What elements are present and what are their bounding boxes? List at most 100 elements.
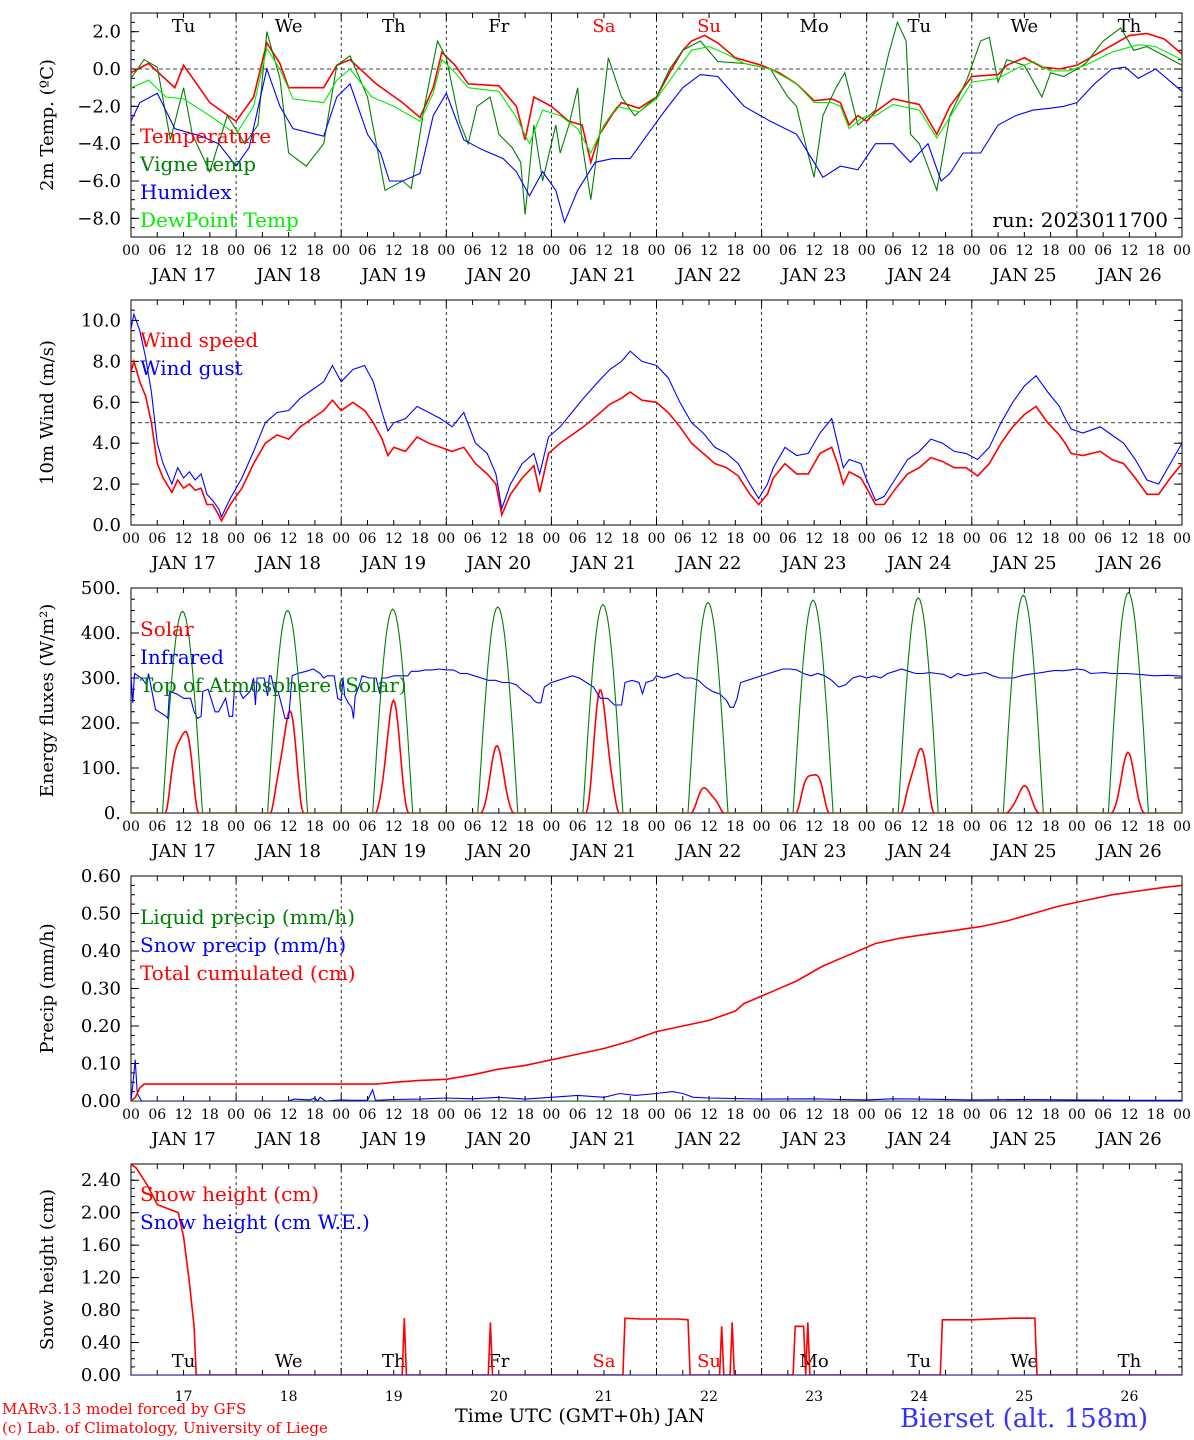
series-line-wind-speed (131, 358, 1182, 523)
y-tick-label: 200. (81, 713, 121, 734)
panel-2: 10.0 8.0 6.0 4.0 2.0 0.0 10m Wind (m/s) 00 06 12 1… (37, 299, 1191, 574)
day-label: JAN 21 (570, 265, 637, 286)
hour-tick-label: 12 (700, 243, 718, 259)
day-label: JAN 21 (570, 841, 637, 862)
day-label: JAN 22 (675, 1129, 742, 1150)
y-tick-label: 10.0 (81, 310, 121, 331)
y-tick-label: 0. (104, 803, 121, 824)
hour-tick-label: 06 (1094, 1107, 1112, 1123)
hour-tick-label: 12 (385, 1107, 403, 1123)
station-label: Bierset (alt. 158m) (900, 1404, 1149, 1434)
weekday-label: Sa (592, 16, 615, 37)
day-label: JAN 17 (149, 1129, 216, 1150)
hour-tick-label: 18 (201, 819, 219, 835)
y-tick-label: 400. (81, 623, 121, 644)
hour-tick-label: 00 (753, 1107, 771, 1123)
hour-tick-label: 00 (227, 819, 245, 835)
hour-tick-label: 00 (332, 531, 350, 547)
hour-tick-label: 12 (1015, 243, 1033, 259)
hour-tick-label: 00 (648, 819, 666, 835)
series-line-wind-gust (131, 312, 1182, 519)
hour-tick-label: 00 (1068, 531, 1086, 547)
weekday-label: We (275, 16, 303, 37)
y-tick-label: 2.0 (92, 22, 121, 43)
legend-entry: Snow height (cm) (140, 1182, 319, 1206)
legend-entry: Solar (140, 617, 194, 641)
hour-tick-label: 06 (148, 1107, 166, 1123)
hour-tick-label: 18 (306, 243, 324, 259)
hour-tick-label: 00 (1173, 1107, 1191, 1123)
hour-tick-label: 18 (937, 243, 955, 259)
hour-tick-label: 18 (516, 1107, 534, 1123)
hour-tick-label: 06 (674, 531, 692, 547)
series-line-snow-height-cm- (131, 1164, 1182, 1375)
hour-tick-label: 12 (490, 819, 508, 835)
weekday-label: Fr (488, 1351, 509, 1372)
y-axis-label: 10m Wind (m/s) (37, 340, 58, 485)
hour-tick-label: 00 (963, 531, 981, 547)
hour-tick-label: 00 (963, 243, 981, 259)
hour-tick-label: 06 (569, 819, 587, 835)
series-line-total-cumulated-cm- (131, 884, 1182, 1101)
hour-tick-label: 18 (411, 531, 429, 547)
day-number-label: 17 (175, 1389, 193, 1405)
hour-tick-label: 18 (1042, 819, 1060, 835)
weekday-label: Tu (172, 1351, 196, 1372)
hour-tick-label: 06 (1094, 243, 1112, 259)
y-tick-label: 0.50 (81, 904, 121, 925)
y-tick-label: 300. (81, 668, 121, 689)
day-number-label: 19 (385, 1389, 403, 1405)
hour-tick-label: 18 (621, 819, 639, 835)
day-label: JAN 22 (675, 841, 742, 862)
legend-entry: Snow precip (mm/h) (140, 933, 346, 957)
time-axis-label: Time UTC (GMT+0h) JAN (455, 1405, 705, 1427)
day-label: JAN 19 (359, 841, 426, 862)
day-label: JAN 19 (359, 1129, 426, 1150)
hour-tick-label: 06 (148, 819, 166, 835)
hour-tick-label: 18 (726, 531, 744, 547)
hour-tick-label: 00 (122, 819, 140, 835)
day-label: JAN 18 (254, 1129, 321, 1150)
panel-1: 2.0 0.0 −2.0 −4.0 −6.0 −8.0 2m Temp. (ºC) 00 06 1… (37, 12, 1191, 286)
weekday-label: Mo (800, 16, 829, 37)
y-axis-label: Precip (mm/h) (37, 923, 58, 1053)
day-label: JAN 22 (675, 265, 742, 286)
hour-tick-label: 00 (858, 531, 876, 547)
series-line-top-of-atmosphere-solar- (131, 591, 1182, 813)
hour-tick-label: 00 (648, 531, 666, 547)
weekday-label: Sa (592, 1351, 615, 1372)
y-tick-label: 2.0 (92, 474, 121, 495)
hour-tick-label: 00 (122, 243, 140, 259)
hour-tick-label: 12 (280, 531, 298, 547)
hour-tick-label: 06 (989, 1107, 1007, 1123)
hour-tick-label: 18 (1147, 1107, 1165, 1123)
legend-entry: Vigne temp (139, 152, 256, 176)
y-tick-label: 0.20 (81, 1016, 121, 1037)
hour-tick-label: 06 (779, 531, 797, 547)
day-number-label: 26 (1121, 1389, 1139, 1405)
legend-entry: Temperature (140, 124, 271, 148)
hour-tick-label: 06 (359, 819, 377, 835)
hour-tick-label: 06 (253, 243, 271, 259)
day-number-label: 18 (280, 1389, 298, 1405)
day-number-label: 22 (700, 1389, 718, 1405)
y-tick-label: 100. (81, 758, 121, 779)
hour-tick-label: 06 (569, 1107, 587, 1123)
hour-tick-label: 12 (385, 243, 403, 259)
hour-tick-label: 18 (201, 531, 219, 547)
hour-tick-label: 18 (411, 243, 429, 259)
hour-tick-label: 18 (411, 1107, 429, 1123)
hour-tick-label: 18 (832, 243, 850, 259)
legend-entry: Liquid precip (mm/h) (140, 905, 355, 929)
hour-tick-label: 12 (280, 1107, 298, 1123)
y-tick-label: −8.0 (77, 208, 121, 229)
day-label: JAN 26 (1095, 1129, 1162, 1150)
hour-tick-label: 06 (1094, 531, 1112, 547)
hour-tick-label: 00 (1068, 819, 1086, 835)
hour-tick-label: 06 (1094, 819, 1112, 835)
day-label: JAN 18 (254, 841, 321, 862)
panel-3: 500. 400. 300. 200. 100. 0. Energy fluxes (W/m… (37, 578, 1191, 862)
hour-tick-label: 00 (437, 531, 455, 547)
day-label: JAN 23 (780, 265, 847, 286)
weekday-label: Mo (800, 1351, 829, 1372)
